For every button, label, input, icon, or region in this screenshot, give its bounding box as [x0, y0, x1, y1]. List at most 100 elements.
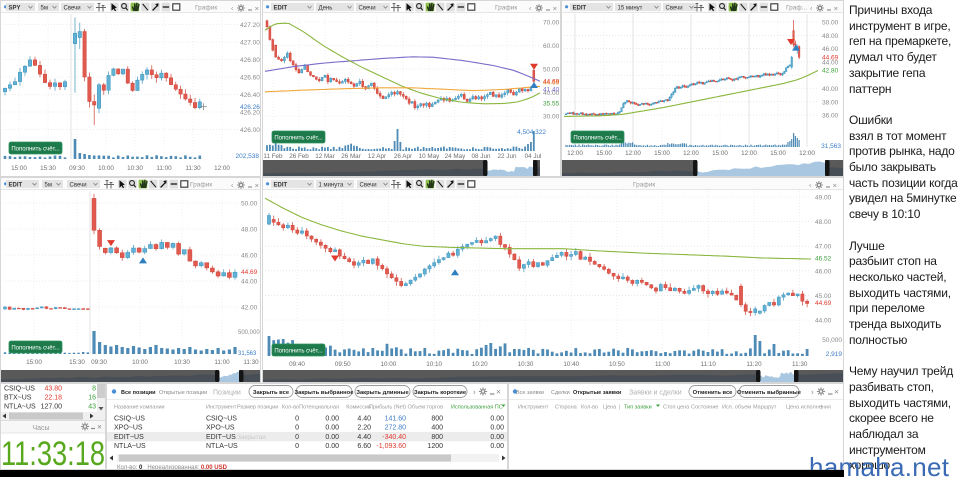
svg-text:44.00: 44.00 — [822, 59, 839, 66]
svg-text:Отменить выбранные: Отменить выбранные — [737, 389, 802, 396]
svg-text:11:00: 11:00 — [214, 359, 230, 366]
svg-text:×: × — [833, 181, 837, 190]
svg-text:CSIQ~US: CSIQ~US — [4, 386, 35, 393]
svg-text:44.69: 44.69 — [543, 80, 560, 87]
svg-text:46.52: 46.52 — [815, 256, 832, 263]
svg-text:День: День — [319, 5, 333, 11]
svg-text:15:00: 15:00 — [654, 150, 670, 157]
svg-text:‹: ‹ — [231, 183, 234, 190]
svg-text:500,000: 500,000 — [238, 330, 260, 336]
svg-text:6.60: 6.60 — [357, 443, 371, 450]
svg-text:NTLA~US: NTLA~US — [114, 443, 146, 450]
svg-text:Тип заявки: Тип заявки — [624, 405, 652, 411]
svg-text:50.00: 50.00 — [822, 20, 839, 27]
svg-text:12 Mar: 12 Mar — [315, 153, 335, 160]
svg-text:×: × — [834, 4, 838, 13]
svg-text:0: 0 — [295, 416, 299, 423]
svg-text:09:30: 09:30 — [69, 165, 85, 172]
svg-text:50,000: 50,000 — [822, 337, 842, 344]
svg-text:0.00: 0.00 — [325, 425, 339, 432]
svg-text:0.00: 0.00 — [490, 434, 504, 441]
svg-text:46.00: 46.00 — [815, 268, 832, 275]
svg-text:60.00: 60.00 — [543, 43, 560, 50]
svg-text:11:00: 11:00 — [156, 165, 172, 172]
svg-text:40.00: 40.00 — [822, 86, 839, 93]
svg-text:Закрыть длинные: Закрыть длинные — [356, 390, 409, 396]
svg-text:15:30: 15:30 — [69, 359, 85, 366]
svg-text:2.20: 2.20 — [357, 425, 371, 432]
svg-text:×: × — [553, 4, 557, 13]
svg-text:22.18: 22.18 — [44, 395, 62, 402]
svg-text:09:40: 09:40 — [289, 361, 305, 368]
svg-text:272.80: 272.80 — [385, 425, 407, 432]
svg-text:EDIT: EDIT — [274, 5, 288, 11]
svg-text:0.00: 0.00 — [325, 416, 339, 423]
svg-text:Объем торгов: Объем торгов — [408, 405, 444, 411]
svg-text:30.00: 30.00 — [543, 114, 560, 121]
svg-text:15:00: 15:00 — [596, 150, 612, 157]
svg-text:Свечи: Свечи — [359, 5, 376, 11]
svg-text:Закрыть все: Закрыть все — [253, 390, 290, 396]
svg-text:Потенциальная: Потенциальная — [299, 405, 339, 411]
svg-text:38.00: 38.00 — [822, 99, 839, 106]
svg-text:47.00: 47.00 — [815, 244, 832, 251]
svg-text:44.00: 44.00 — [241, 279, 258, 286]
svg-text:Свечи: Свечи — [666, 5, 683, 11]
svg-text:Название компании: Название компании — [114, 405, 165, 411]
svg-text:800: 800 — [431, 434, 443, 441]
svg-text:49.00: 49.00 — [815, 195, 832, 202]
svg-text:×: × — [97, 422, 102, 432]
svg-text:31,563: 31,563 — [238, 351, 257, 357]
svg-text:43.80: 43.80 — [44, 386, 62, 393]
svg-text:Все заявки: Все заявки — [516, 390, 544, 396]
svg-text:10:00: 10:00 — [381, 361, 397, 368]
svg-text:15:00: 15:00 — [712, 150, 728, 157]
svg-text:70.00: 70.00 — [543, 20, 560, 27]
svg-text:Инструмент: Инструмент — [206, 405, 237, 411]
svg-text:SPY: SPY — [9, 5, 21, 11]
svg-text:0: 0 — [295, 425, 299, 432]
svg-text:11:30: 11:30 — [792, 361, 808, 368]
svg-text:26 Apr: 26 Apr — [394, 153, 412, 160]
svg-text:10:30: 10:30 — [127, 165, 143, 172]
svg-text:35.55: 35.55 — [543, 101, 560, 108]
svg-text:Кол-во: 0 Нереализованная: 0: Кол-во: 0 Нереализованная: 0.00 USD — [117, 465, 228, 469]
svg-text:12:00: 12:00 — [214, 165, 230, 172]
svg-text:BTX~US: BTX~US — [4, 395, 32, 402]
svg-text:Пополнить счёт...: Пополнить счёт... — [573, 135, 622, 141]
svg-text:NTLA~US: NTLA~US — [206, 443, 238, 450]
svg-text:427.00: 427.00 — [240, 40, 260, 47]
svg-text:46.00: 46.00 — [241, 253, 258, 260]
svg-text:50.00: 50.00 — [241, 201, 258, 208]
svg-text:16: 16 — [88, 395, 96, 402]
svg-text:Все позиции: Все позиции — [121, 390, 156, 396]
svg-text:10 May: 10 May — [419, 153, 441, 160]
svg-text:10:00: 10:00 — [132, 359, 148, 366]
svg-text:График: График — [190, 182, 212, 189]
svg-text:11:33:18: 11:33:18 — [1, 435, 105, 469]
svg-text:Свечи: Свечи — [360, 182, 377, 188]
svg-text:Закрыть выбранное: Закрыть выбранное — [295, 389, 355, 396]
svg-text:44.69: 44.69 — [543, 79, 560, 86]
svg-text:Пополнить счёт...: Пополнить счёт... — [11, 345, 60, 351]
svg-text:24 May: 24 May — [445, 153, 467, 160]
svg-text:Позиции: Позиции — [213, 390, 241, 397]
svg-text:0: 0 — [295, 434, 299, 441]
svg-text:15:30: 15:30 — [40, 165, 56, 172]
svg-text:10:10: 10:10 — [426, 361, 442, 368]
svg-text:EDIT: EDIT — [274, 182, 288, 188]
svg-text:10:40: 10:40 — [563, 361, 579, 368]
svg-text:×: × — [255, 181, 259, 190]
svg-text:4.40: 4.40 — [357, 434, 371, 441]
svg-text:41.40: 41.40 — [543, 87, 560, 94]
svg-text:CSIQ~US: CSIQ~US — [206, 416, 237, 423]
svg-text:127.00: 127.00 — [41, 404, 63, 411]
svg-text:Открытые заявки: Открытые заявки — [573, 390, 621, 396]
svg-text:08 Jun: 08 Jun — [472, 153, 491, 160]
svg-text:46.00: 46.00 — [822, 46, 839, 53]
svg-text:Пополнить счёт...: Пополнить счёт... — [274, 135, 323, 141]
svg-text:-1,093.60: -1,093.60 — [376, 443, 406, 450]
svg-text:50.00: 50.00 — [543, 67, 560, 74]
svg-text:26 Mar: 26 Mar — [341, 153, 361, 160]
svg-text:×: × — [496, 387, 501, 397]
